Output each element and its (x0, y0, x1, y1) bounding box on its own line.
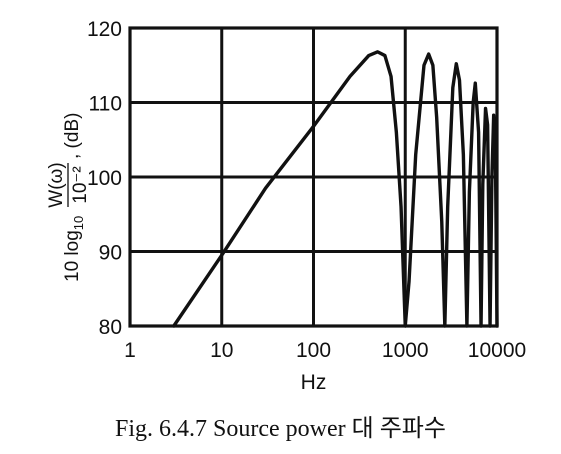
y-label-numerator: W(ω) (46, 162, 67, 207)
y-label-denominator: 10⁻² (70, 166, 91, 204)
x-tick-label: 1000 (382, 339, 429, 362)
y-label-prefix: 10 log10 (62, 216, 86, 282)
y-label-suffix: , (dB) (62, 113, 83, 159)
y-tick-labels: 80 90 100 110 120 (87, 18, 122, 339)
y-axis-label: 10 log10 W(ω) 10⁻² , (dB) (46, 113, 91, 282)
x-tick-label: 100 (296, 339, 331, 362)
x-tick-label: 1 (124, 339, 136, 362)
y-tick-label: 110 (89, 93, 122, 116)
plot-frame (128, 26, 499, 328)
x-tick-label: 10 (210, 339, 233, 362)
figure-caption: Fig. 6.4.7 Source power 대 주파수 (115, 416, 446, 442)
x-tick-labels: 1 10 100 1000 10000 (124, 339, 526, 362)
x-axis-label: Hz (301, 371, 327, 394)
y-label-prefix-sub: 10 (71, 216, 86, 230)
y-tick-label: 80 (99, 316, 122, 339)
y-tick-label: 100 (87, 167, 122, 190)
y-tick-label: 90 (99, 242, 122, 265)
y-label-prefix-main: 10 log (62, 230, 83, 282)
x-tick-label: 10000 (468, 339, 526, 362)
y-tick-label: 120 (87, 18, 122, 41)
